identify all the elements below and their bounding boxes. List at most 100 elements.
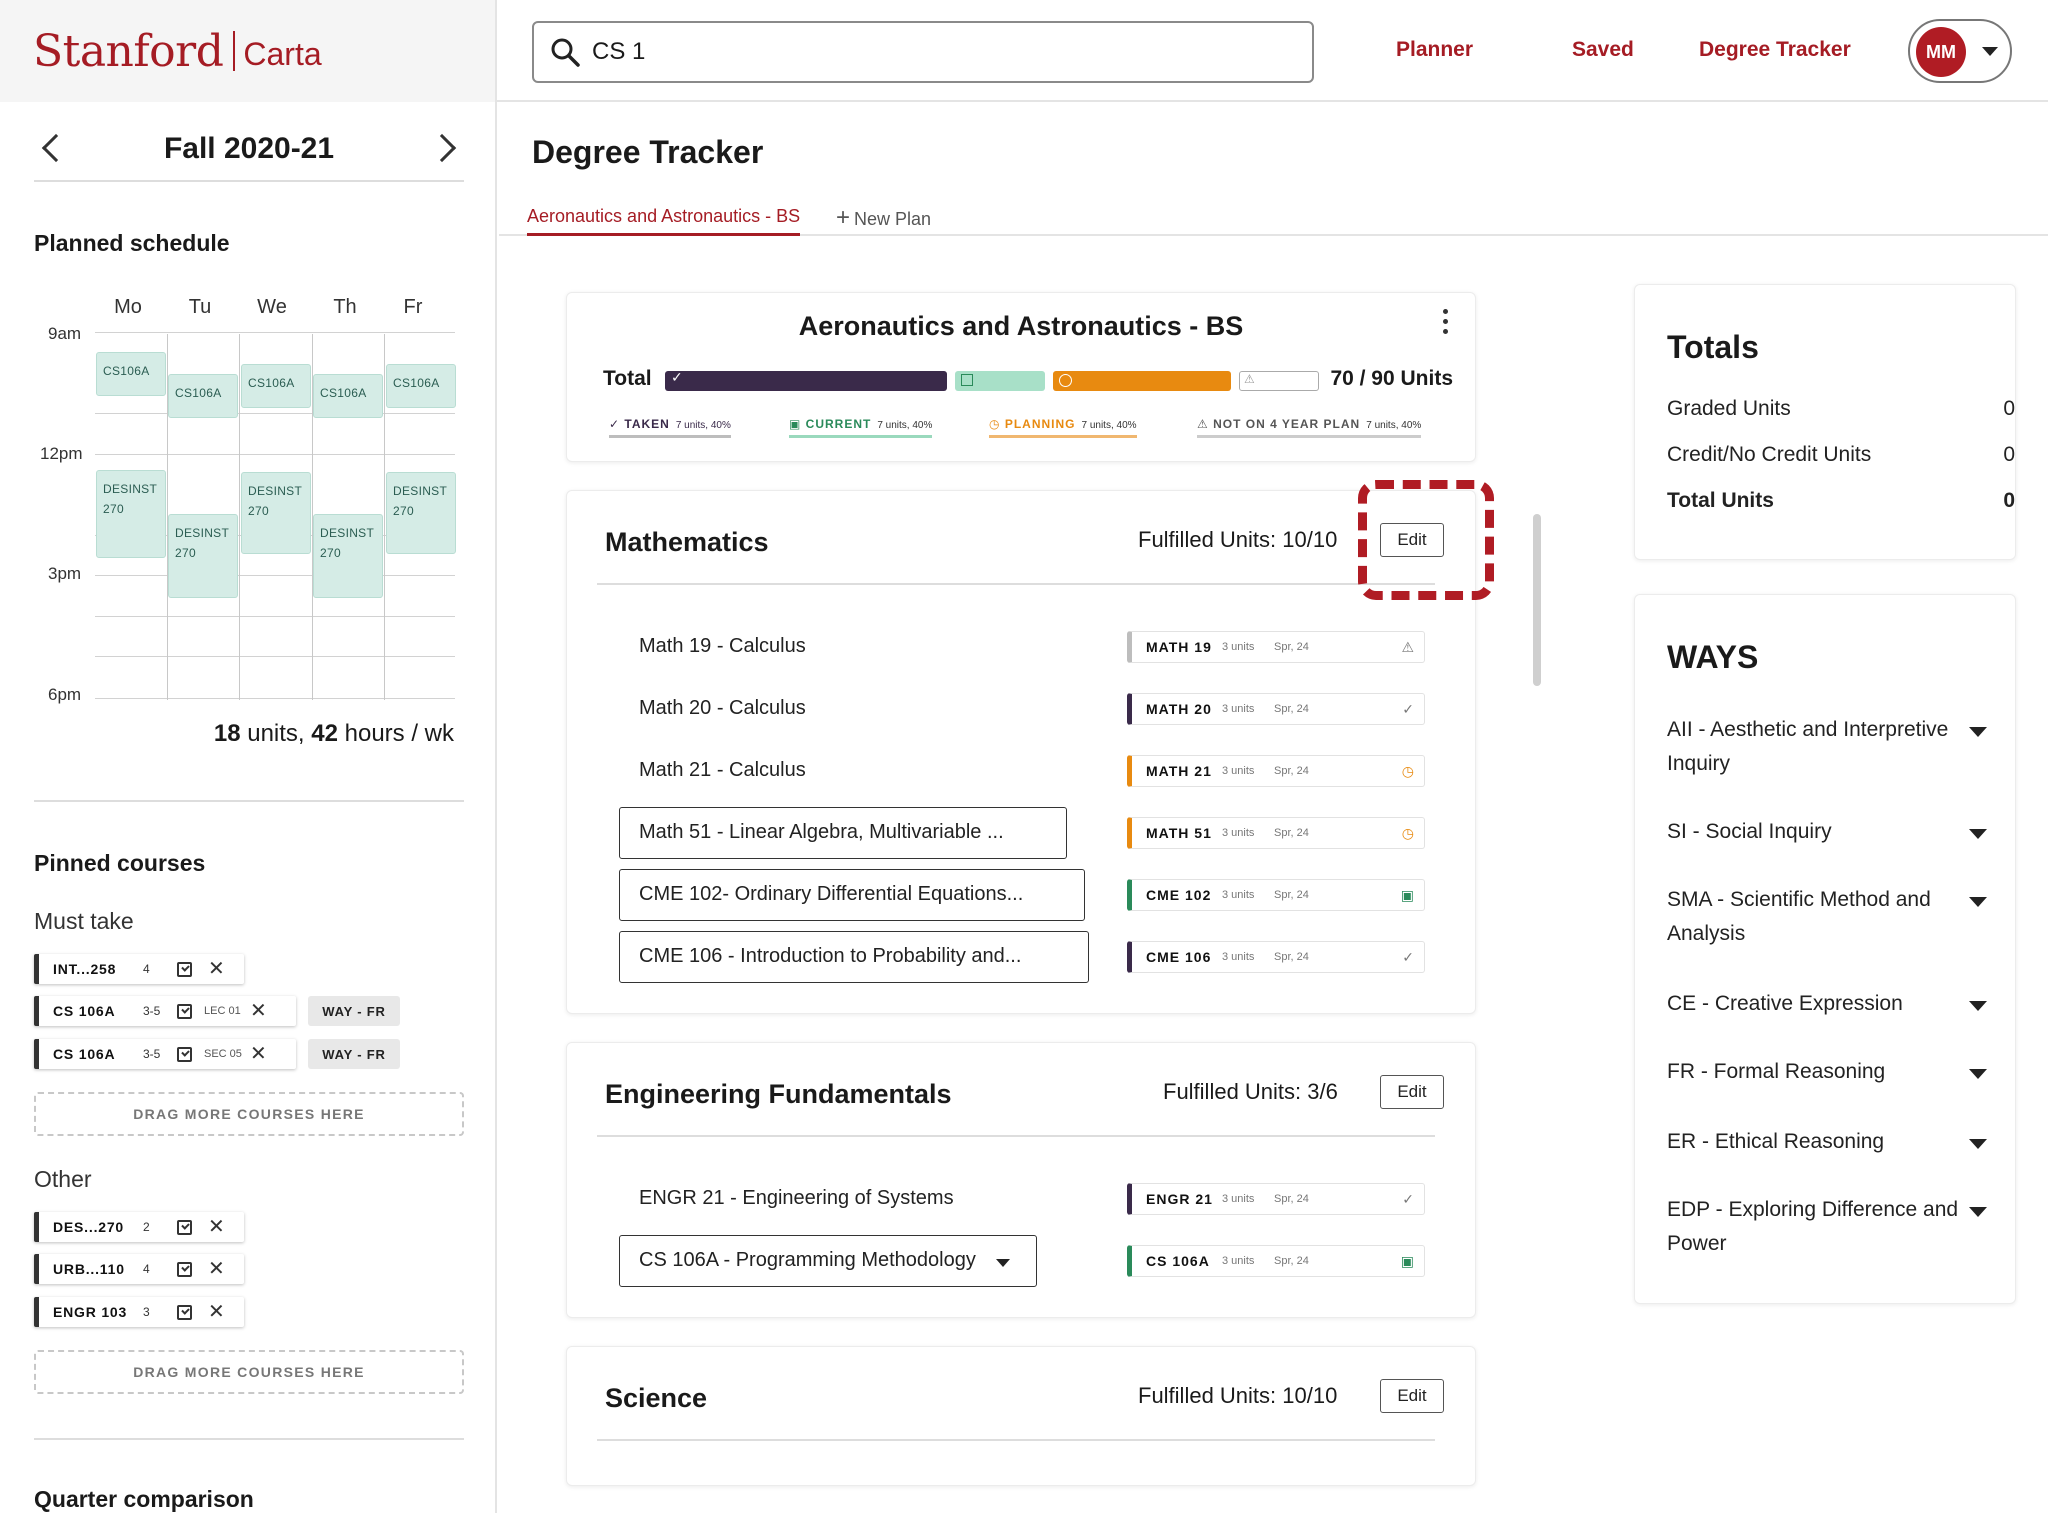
pinned-course-chip[interactable]: ENGR 103 3 ✕ — [34, 1297, 244, 1327]
course-card[interactable]: MATH 51 3 units Spr, 24 ◷ — [1127, 817, 1425, 849]
chevron-down-icon[interactable] — [1969, 1139, 1987, 1149]
way-badge: WAY - FR — [308, 1039, 400, 1069]
calendar-check-icon[interactable] — [177, 1046, 192, 1062]
edit-button[interactable]: Edit — [1380, 1075, 1444, 1109]
dropdown-value: CS 106A - Programming Methodology — [639, 1249, 976, 1271]
edit-highlight-annotation — [1358, 480, 1494, 600]
schedule-block[interactable]: CS106A — [313, 374, 383, 418]
ways-item[interactable]: EDP - Exploring Difference and Power — [1667, 1198, 1959, 1255]
clock-icon — [1059, 374, 1072, 387]
course-card[interactable]: MATH 20 3 units Spr, 24 ✓ — [1127, 693, 1425, 725]
chevron-down-icon[interactable] — [1969, 829, 1987, 839]
chip-code: CS 106A — [53, 1046, 116, 1062]
ways-item[interactable]: AII - Aesthetic and Interpretive Inquiry — [1667, 718, 1949, 775]
totals-value: 0 — [2003, 397, 2015, 420]
search-box[interactable] — [532, 21, 1314, 83]
ways-panel: WAYS AII - Aesthetic and Interpretive In… — [1634, 594, 2016, 1304]
requirement-course-name: ENGR 21 - Engineering of Systems — [639, 1187, 954, 1209]
requirement-panel-science: Science Fulfilled Units: 10/10 Edit — [566, 1346, 1476, 1486]
nav-degree-tracker[interactable]: Degree Tracker — [1699, 38, 1851, 61]
requirement-course-select[interactable]: CME 102- Ordinary Differential Equations… — [619, 869, 1085, 921]
top-bar: Stanford Carta Planner Saved Degree Trac… — [0, 0, 2048, 102]
account-menu[interactable]: MM — [1908, 19, 2012, 83]
legend-label: TAKEN — [624, 417, 670, 431]
chevron-down-icon[interactable] — [1969, 1069, 1987, 1079]
close-icon[interactable]: ✕ — [208, 1216, 225, 1238]
edit-button[interactable]: Edit — [1380, 523, 1444, 557]
calendar-check-icon[interactable] — [177, 1219, 192, 1235]
drag-drop-zone[interactable]: DRAG MORE COURSES HERE — [34, 1350, 464, 1394]
chevron-down-icon — [996, 1259, 1010, 1267]
schedule-block[interactable]: DESINST 270 — [241, 472, 311, 554]
time-label: 12pm — [40, 444, 83, 463]
calendar-check-icon[interactable] — [177, 1003, 192, 1019]
ways-item[interactable]: ER - Ethical Reasoning — [1667, 1130, 1885, 1153]
block-label: CS106A — [103, 364, 150, 378]
pinned-course-chip[interactable]: CS 106A 3-5 LEC 01 ✕ — [34, 996, 296, 1026]
nav-planner[interactable]: Planner — [1396, 38, 1474, 61]
pinned-course-chip[interactable]: URB...110 4 ✕ — [34, 1254, 244, 1284]
nav-saved[interactable]: Saved — [1572, 38, 1634, 61]
close-icon[interactable]: ✕ — [208, 1301, 225, 1323]
chevron-down-icon[interactable] — [1969, 1001, 1987, 1011]
pinned-course-chip[interactable]: CS 106A 3-5 SEC 05 ✕ — [34, 1039, 296, 1069]
ways-item[interactable]: CE - Creative Expression — [1667, 992, 1903, 1015]
grid-line — [95, 332, 455, 333]
divider — [597, 583, 1435, 585]
scrollbar[interactable] — [1533, 514, 1541, 686]
course-card[interactable]: MATH 19 3 units Spr, 24 ⚠ — [1127, 631, 1425, 663]
tab-new-plan[interactable]: + New Plan — [836, 204, 931, 232]
ways-item[interactable]: FR - Formal Reasoning — [1667, 1060, 1886, 1083]
calendar-check-icon[interactable] — [177, 1261, 192, 1277]
edit-button[interactable]: Edit — [1380, 1379, 1444, 1413]
requirement-course-select[interactable]: Math 51 - Linear Algebra, Multivariable … — [619, 807, 1067, 859]
schedule-units-summary: 18 units, 42 hours / wk — [34, 720, 454, 748]
course-card[interactable]: CME 102 3 units Spr, 24 ▣ — [1127, 879, 1425, 911]
search-input[interactable] — [592, 38, 1292, 66]
course-units: 3 units — [1222, 641, 1255, 653]
close-icon[interactable]: ✕ — [250, 1000, 267, 1022]
progress-planning — [1053, 371, 1231, 391]
chevron-down-icon[interactable] — [1969, 1207, 1987, 1217]
totals-panel: Totals Graded Units 0 Credit/No Credit Un… — [1634, 284, 2016, 560]
chevron-down-icon[interactable] — [1969, 727, 1987, 737]
schedule-block[interactable]: DESINST 270 — [386, 472, 456, 554]
schedule-block[interactable]: DESINST 270 — [96, 470, 166, 558]
carta-logo[interactable]: Stanford Carta — [33, 26, 322, 77]
close-icon[interactable]: ✕ — [208, 1258, 225, 1280]
course-card[interactable]: MATH 21 3 units Spr, 24 ◷ — [1127, 755, 1425, 787]
schedule-block[interactable]: CS106A — [386, 364, 456, 408]
chip-code: ENGR 103 — [53, 1304, 128, 1320]
tab-aeronautics-bs[interactable]: Aeronautics and Astronautics - BS — [527, 206, 801, 236]
course-card[interactable]: CME 106 3 units Spr, 24 ✓ — [1127, 941, 1425, 973]
check-icon: ✓ — [671, 369, 683, 385]
more-options-icon[interactable] — [1443, 309, 1449, 339]
chevron-down-icon[interactable] — [1969, 897, 1987, 907]
calendar-check-icon[interactable] — [177, 1304, 192, 1320]
totals-value: 0 — [2003, 489, 2015, 512]
pinned-course-chip[interactable]: DES...270 2 ✕ — [34, 1212, 244, 1242]
schedule-block[interactable]: CS106A — [96, 352, 166, 396]
requirement-course-select[interactable]: CME 106 - Introduction to Probability an… — [619, 931, 1089, 983]
calendar-check-icon[interactable] — [177, 961, 192, 977]
chip-code: DES...270 — [53, 1219, 125, 1235]
requirement-title: Engineering Fundamentals — [605, 1079, 952, 1109]
block-label: CS106A — [175, 386, 222, 400]
ways-item[interactable]: SI - Social Inquiry — [1667, 820, 1832, 843]
pinned-course-chip[interactable]: INT...258 4 ✕ — [34, 954, 244, 984]
totals-value: 0 — [2003, 443, 2015, 466]
course-card[interactable]: ENGR 21 3 units Spr, 24 ✓ — [1127, 1183, 1425, 1215]
requirement-course-dropdown[interactable]: CS 106A - Programming Methodology — [619, 1235, 1037, 1287]
schedule-block[interactable]: DESINST 270 — [313, 514, 383, 598]
close-icon[interactable]: ✕ — [208, 958, 225, 980]
schedule-block[interactable]: DESINST 270 — [168, 514, 238, 598]
degree-title: Aeronautics and Astronautics - BS — [798, 311, 1244, 341]
totals-label: Total Units — [1667, 489, 1774, 512]
schedule-block[interactable]: CS106A — [241, 364, 311, 408]
course-card[interactable]: CS 106A 3 units Spr, 24 ▣ — [1127, 1245, 1425, 1277]
schedule-block[interactable]: CS106A — [168, 374, 238, 418]
divider — [597, 1439, 1435, 1441]
drag-drop-zone[interactable]: DRAG MORE COURSES HERE — [34, 1092, 464, 1136]
ways-item[interactable]: SMA - Scientific Method and Analysis — [1667, 888, 1931, 945]
close-icon[interactable]: ✕ — [250, 1043, 267, 1065]
